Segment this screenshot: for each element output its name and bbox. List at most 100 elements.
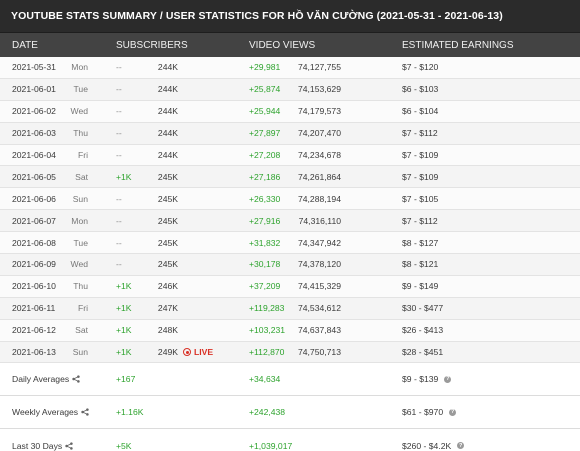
row-views-change: +112,870 (249, 347, 285, 358)
row-weekday: Thu (73, 281, 88, 292)
share-icon[interactable] (81, 408, 89, 417)
table-row: 2021-06-01 Tue -- 244K +25,874 74,153,629 $6 -… (0, 78, 580, 101)
row-views-change: +103,231 (249, 325, 286, 336)
row-date: 2021-06-12 (12, 325, 56, 336)
summary-row: Last 30 Days +5K +1,039,017 $260 - $4.2K… (0, 429, 580, 451)
table-row: 2021-06-05 Sat +1K 245K +27,186 74,261,864 $7 … (0, 166, 580, 189)
row-subscriber-total: 245K (157, 237, 178, 248)
row-subscriber-change: +1K (116, 281, 132, 292)
table-row: 2021-06-06 Sun -- 245K +26,330 74,288,194 $7 -… (0, 188, 580, 211)
row-views-total: 74,127,755 (297, 62, 341, 73)
summary-label: Last 30 Days (12, 440, 63, 451)
row-subscriber-total: 244K (157, 128, 178, 139)
row-subscriber-change: -- (116, 106, 122, 117)
summary-label-group: Last 30 Days (12, 441, 73, 451)
row-views-total: 74,637,843 (297, 325, 341, 336)
summary-earnings-group: $260 - $4.2K ? (402, 441, 465, 451)
row-subscriber-total: 248K (157, 325, 178, 336)
live-record-icon (183, 348, 191, 357)
table-header: DATE SUBSCRIBERS VIDEO VIEWS ESTIMATED E… (0, 33, 580, 57)
row-views-total: 74,153,629 (297, 84, 341, 95)
row-earnings: $7 - $112 (402, 128, 438, 139)
row-earnings: $28 - $451 (402, 347, 444, 358)
table-row: 2021-06-08 Tue -- 245K +31,832 74,347,942 $8 -… (0, 232, 580, 255)
question-icon[interactable]: ? (444, 375, 452, 383)
row-date: 2021-06-08 (12, 237, 56, 248)
summary-label: Daily Averages (12, 374, 70, 385)
row-views-total: 74,261,864 (297, 171, 341, 182)
share-icon[interactable] (65, 442, 73, 450)
row-earnings: $7 - $112 (402, 215, 438, 226)
row-subscriber-total: 244K (157, 150, 178, 160)
row-views-total: 74,378,120 (297, 259, 341, 270)
table-row: 2021-06-03 Thu -- 244K +27,897 74,207,470 $7 -… (0, 122, 580, 145)
row-weekday: Tue (73, 237, 89, 248)
row-earnings: $26 - $413 (402, 325, 444, 336)
row-weekday: Mon (71, 215, 88, 226)
row-subscriber-total: 247K (157, 303, 178, 314)
row-views-total: 74,179,573 (297, 106, 341, 117)
column-header-video-views: VIDEO VIEWS (249, 39, 316, 51)
column-header-date: DATE (12, 39, 38, 51)
row-date: 2021-06-02 (12, 106, 56, 117)
table-row: 2021-06-11 Fri +1K 247K +119,283 74,534,612 $3… (0, 297, 580, 320)
row-subscriber-change: -- (116, 84, 122, 95)
row-earnings: $8 - $127 (402, 237, 439, 248)
summary-label-group: Daily Averages (12, 374, 80, 384)
row-subscriber-change: +1K (116, 303, 132, 314)
row-date: 2021-06-04 (12, 150, 56, 160)
row-subscriber-change: -- (116, 215, 122, 226)
row-date: 2021-06-05 (12, 171, 56, 182)
share-icon[interactable] (72, 375, 80, 384)
row-views-change: +25,874 (249, 84, 281, 95)
row-subscriber-change: -- (116, 62, 122, 73)
row-date: 2021-06-03 (12, 128, 56, 139)
summary-subscribers: +5K (116, 440, 132, 451)
summary-earnings-group: $9 - $139 ? (402, 374, 452, 384)
row-subscriber-change: -- (116, 237, 122, 248)
row-weekday: Mon (71, 62, 88, 73)
column-header-subscribers: SUBSCRIBERS (116, 39, 188, 51)
summary-label-group: Weekly Averages (12, 407, 89, 417)
summary-subscribers: +167 (116, 374, 136, 385)
row-weekday: Sat (75, 325, 88, 336)
row-views-total: 74,534,612 (297, 303, 341, 314)
row-earnings: $6 - $103 (402, 84, 439, 95)
row-weekday: Sun (72, 193, 88, 204)
row-subscriber-total: 244K (157, 62, 178, 73)
question-icon[interactable]: ? (449, 408, 457, 416)
table-row: 2021-06-09 Wed -- 245K +30,178 74,378,120 $8 -… (0, 254, 580, 276)
row-weekday: Thu (73, 128, 88, 139)
row-earnings: $7 - $120 (402, 62, 439, 73)
row-views-change: +27,916 (249, 215, 281, 226)
row-views-change: +37,209 (249, 281, 281, 292)
row-date: 2021-06-09 (12, 259, 56, 270)
question-icon[interactable]: ? (457, 442, 465, 450)
row-date: 2021-06-13 (12, 347, 56, 358)
row-subscriber-total: 246K (157, 281, 178, 292)
row-views-change: +27,208 (249, 150, 281, 160)
row-weekday: Fri (77, 303, 88, 314)
row-date: 2021-06-11 (12, 303, 56, 314)
summary-row: Daily Averages +167 +34,634 $9 - $139 ? (0, 363, 580, 397)
column-header-earnings: ESTIMATED EARNINGS (402, 39, 514, 51)
daily-stats-table: 2021-05-31 Mon -- 244K +29,981 74,127,755 $7 -… (0, 57, 580, 364)
live-badge[interactable]: LIVE (183, 347, 213, 357)
row-subscriber-total: 245K (157, 215, 178, 226)
row-views-total: 74,207,470 (297, 128, 341, 139)
row-views-change: +31,832 (249, 237, 281, 248)
row-weekday: Fri (77, 150, 88, 160)
table-row: 2021-06-04 Fri -- 244K +27,208 74,234,678 $7 -… (0, 144, 580, 167)
summary-views: +1,039,017 (249, 440, 293, 451)
row-weekday: Wed (70, 106, 88, 117)
row-subscriber-total: 249K (157, 347, 178, 358)
row-views-total: 74,415,329 (297, 281, 341, 292)
row-subscriber-change: -- (116, 128, 122, 139)
row-views-change: +27,897 (249, 128, 281, 139)
row-earnings: $8 - $121 (402, 259, 439, 270)
row-views-change: +30,178 (249, 259, 281, 270)
summary-earnings: $61 - $970 (402, 407, 444, 418)
row-date: 2021-06-06 (12, 193, 56, 204)
row-earnings: $7 - $109 (402, 150, 439, 160)
summary-subscribers: +1.16K (116, 407, 144, 418)
